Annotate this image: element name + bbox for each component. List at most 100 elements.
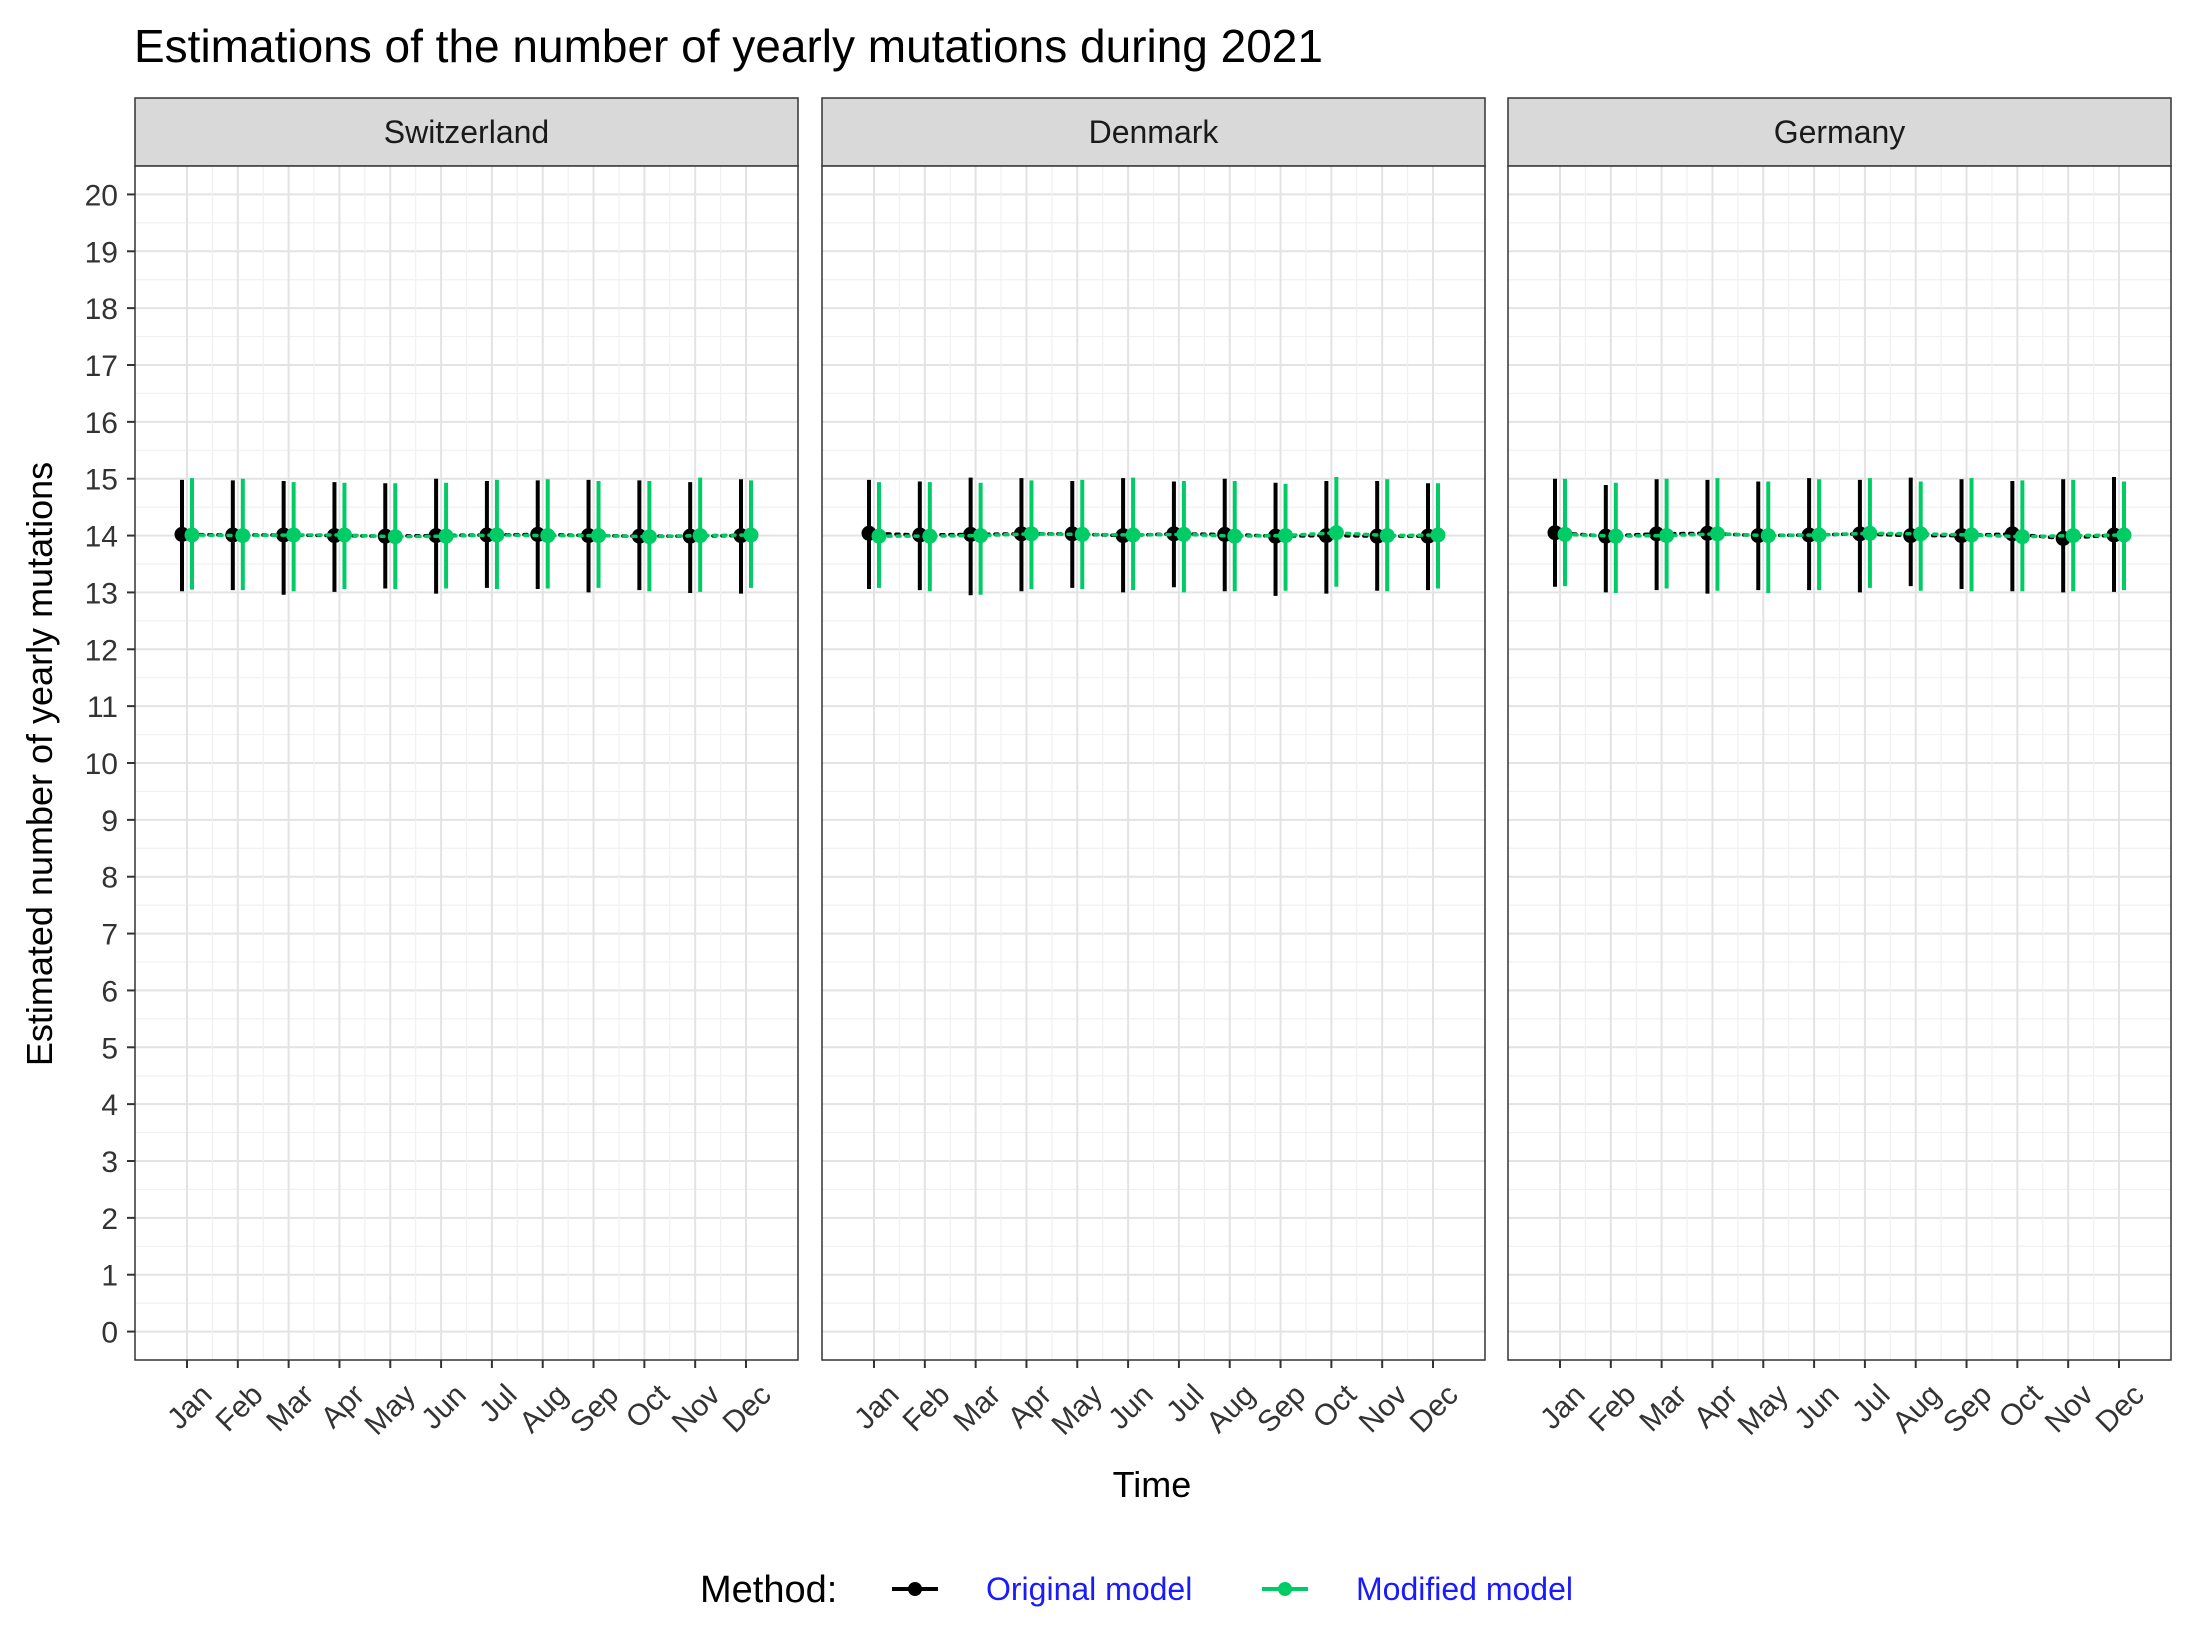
data-point	[1964, 527, 1980, 543]
y-tick-label: 5	[101, 1032, 118, 1065]
x-tick-label: Dec	[2090, 1378, 2151, 1439]
legend-key-point	[1278, 1582, 1292, 1596]
x-tick-label: Jan	[161, 1378, 219, 1436]
data-point	[2065, 528, 2081, 544]
x-tick-label: Dec	[717, 1378, 778, 1439]
data-point	[2014, 529, 2030, 545]
y-tick-label: 20	[85, 179, 118, 212]
data-point	[1023, 526, 1039, 542]
data-point	[692, 528, 708, 544]
x-tick-label: Nov	[666, 1378, 727, 1439]
data-point	[1862, 525, 1878, 541]
x-tick-label: Jul	[473, 1378, 523, 1428]
y-tick-label: 8	[101, 862, 118, 895]
y-tick-label: 15	[85, 464, 118, 497]
x-tick-label: Jun	[1102, 1378, 1160, 1436]
data-point	[1811, 527, 1827, 543]
x-tick-label: Oct	[1993, 1378, 2050, 1435]
x-tick-label: Oct	[620, 1378, 677, 1435]
x-tick-label: Aug	[1200, 1378, 1261, 1439]
x-tick-label: May	[1732, 1378, 1795, 1441]
y-axis-label: Estimated number of yearly mutations	[19, 462, 60, 1066]
x-tick-label: May	[1046, 1378, 1109, 1441]
data-point	[871, 528, 887, 544]
y-tick-label: 12	[85, 634, 118, 667]
x-tick-label: Mar	[260, 1378, 320, 1438]
x-tick-label: Apr	[1688, 1378, 1744, 1434]
legend: Method: Original model Modified model	[700, 1569, 1573, 1611]
x-tick-label: Sep	[564, 1378, 625, 1439]
x-tick-label: Jan	[848, 1378, 906, 1436]
y-tick-label: 7	[101, 919, 118, 952]
x-tick-label: May	[359, 1378, 422, 1441]
x-tick-label: Jan	[1534, 1378, 1592, 1436]
y-tick-label: 11	[87, 691, 118, 724]
y-tick-label: 4	[101, 1089, 118, 1122]
y-tick-label: 9	[101, 805, 118, 838]
series-line-modified	[1563, 531, 2126, 539]
data-point	[387, 529, 403, 545]
series-line-modified	[190, 533, 753, 539]
panel-border	[1507, 165, 2172, 1361]
x-tick-label: Feb	[210, 1378, 270, 1438]
x-tick-label: Jul	[1846, 1378, 1896, 1428]
legend-entry-modified: Modified model	[1262, 1571, 1573, 1607]
facet-strip	[821, 97, 1486, 167]
series-line-modified	[877, 530, 1440, 538]
x-tick-label: Nov	[2039, 1378, 2100, 1439]
data-point	[973, 528, 989, 544]
x-tick-label: Jul	[1160, 1378, 1210, 1428]
data-point	[743, 527, 759, 543]
y-tick-label: 19	[85, 236, 118, 269]
facet-strip-label: Germany	[1774, 114, 1906, 150]
x-tick-label: Mar	[1633, 1378, 1693, 1438]
x-tick-label: Jun	[1788, 1378, 1846, 1436]
data-point	[1379, 528, 1395, 544]
data-point	[235, 528, 251, 544]
data-point	[1328, 525, 1344, 541]
legend-entry-label: Original model	[986, 1571, 1192, 1607]
x-tick-label: Sep	[1937, 1378, 1998, 1439]
y-tick-label: 18	[85, 293, 118, 326]
data-point	[1659, 528, 1675, 544]
y-tick-label: 0	[101, 1317, 118, 1350]
data-point	[922, 528, 938, 544]
x-tick-label: Aug	[1886, 1378, 1947, 1439]
data-point	[1608, 528, 1624, 544]
x-tick-label: Jun	[415, 1378, 473, 1436]
x-tick-label: Nov	[1353, 1378, 1414, 1439]
y-tick-label: 13	[85, 577, 118, 610]
data-point	[184, 527, 200, 543]
data-point	[1176, 526, 1192, 542]
data-point	[1125, 527, 1141, 543]
x-tick-label: Mar	[947, 1378, 1007, 1438]
data-point	[336, 527, 352, 543]
data-point	[286, 527, 302, 543]
facet-strip-label: Switzerland	[384, 114, 549, 150]
x-tick-label: Dec	[1404, 1378, 1465, 1439]
x-tick-label: Feb	[897, 1378, 957, 1438]
y-tick-label: 3	[101, 1146, 118, 1179]
data-point	[1557, 526, 1573, 542]
data-point	[1074, 526, 1090, 542]
y-tick-label: 16	[85, 407, 118, 440]
x-tick-label: Oct	[1307, 1378, 1364, 1435]
chart-title: Estimations of the number of yearly muta…	[134, 20, 1323, 72]
data-point	[489, 527, 505, 543]
x-tick-label: Sep	[1251, 1378, 1312, 1439]
data-point	[438, 528, 454, 544]
x-tick-label: Aug	[513, 1378, 574, 1439]
data-point	[540, 528, 556, 544]
x-tick-label: Apr	[1002, 1378, 1058, 1434]
data-point	[641, 529, 657, 545]
data-point	[1913, 526, 1929, 542]
y-tick-label: 14	[85, 521, 118, 554]
y-tick-label: 17	[85, 350, 118, 383]
data-point	[1430, 527, 1446, 543]
legend-title: Method:	[700, 1569, 837, 1611]
data-point	[1709, 526, 1725, 542]
